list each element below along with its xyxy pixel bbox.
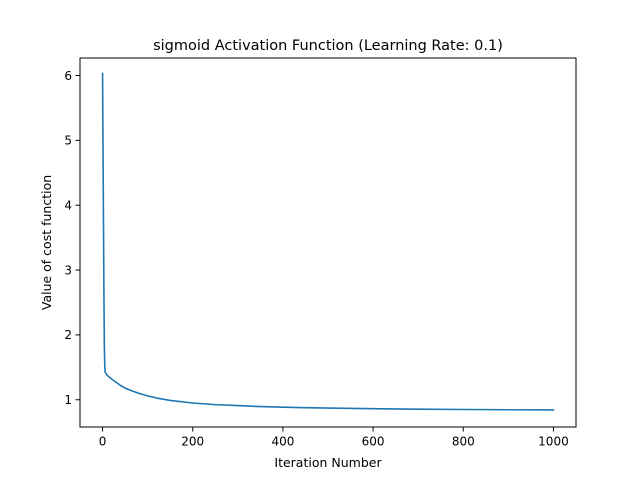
x-tick-label: 200	[181, 435, 204, 449]
x-tick-label: 400	[271, 435, 294, 449]
y-axis-label: Value of cost function	[39, 175, 54, 310]
x-tick-label: 1000	[538, 435, 569, 449]
y-axis-ticks: 1 2 3 4 5 6	[64, 69, 80, 407]
x-tick-label: 800	[452, 435, 475, 449]
chart-title: sigmoid Activation Function (Learning Ra…	[153, 38, 503, 54]
x-axis-ticks: 0 200 400 600 800 1000	[99, 427, 569, 449]
y-tick-label: 6	[64, 69, 72, 83]
axes-frame	[79, 57, 577, 428]
y-tick-label: 3	[64, 263, 72, 277]
x-tick-label: 600	[362, 435, 385, 449]
x-axis-label: Iteration Number	[274, 455, 382, 470]
cost-series-line	[101, 72, 555, 411]
y-tick-label: 5	[64, 134, 72, 148]
plot-area	[101, 72, 555, 411]
y-tick-label: 4	[64, 199, 72, 213]
y-tick-label: 1	[64, 393, 72, 407]
y-tick-label: 2	[64, 328, 72, 342]
x-tick-label: 0	[99, 435, 107, 449]
